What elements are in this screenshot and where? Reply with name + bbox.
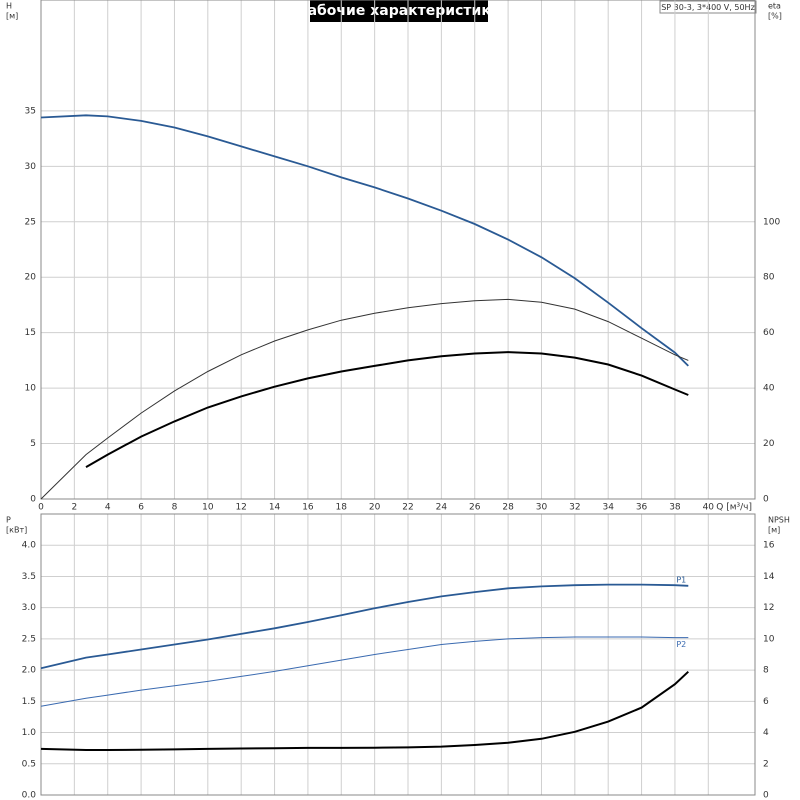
plot-frame <box>40 513 756 796</box>
y-tick-label: 3.0 <box>22 603 37 613</box>
plot-frame <box>40 0 756 500</box>
series-line <box>40 583 689 670</box>
y2-tick-label: 80 <box>763 273 775 283</box>
y2-axis-label: [м] <box>768 526 780 535</box>
y-tick-label: 2.5 <box>22 634 36 644</box>
title-box <box>310 0 488 22</box>
y2-tick-label: 12 <box>763 603 774 613</box>
x-tick-label: 30 <box>536 503 548 513</box>
y-tick-label: 2.0 <box>22 666 37 676</box>
y2-tick-label: 0 <box>763 791 769 800</box>
y-tick-label: 0.5 <box>22 759 36 769</box>
x-tick-label: 8 <box>172 503 178 513</box>
y2-tick-label: 40 <box>763 384 775 394</box>
y2-tick-label: 20 <box>763 439 775 449</box>
x-tick-label: 0 <box>38 503 44 513</box>
y-tick-label: 10 <box>25 384 37 394</box>
x-tick-label: 24 <box>436 503 448 513</box>
y2-tick-label: 6 <box>763 697 769 707</box>
x-tick-label: 34 <box>602 503 614 513</box>
y-tick-label: 4.0 <box>22 541 37 551</box>
x-tick-label: 36 <box>636 503 648 513</box>
series-label: P2 <box>676 640 686 649</box>
x-tick-label: 6 <box>138 503 144 513</box>
y2-tick-label: 100 <box>763 217 780 227</box>
y2-tick-label: 8 <box>763 666 769 676</box>
y2-tick-label: 60 <box>763 328 775 338</box>
y-tick-label: 3.5 <box>22 572 36 582</box>
x-tick-label: 28 <box>502 503 514 513</box>
y-axis-label: [м] <box>6 12 18 21</box>
y-axis-label: P <box>6 516 11 525</box>
x-tick-label: 20 <box>369 503 381 513</box>
y-axis-label: H <box>6 2 12 11</box>
x-tick-label: 12 <box>235 503 246 513</box>
x-tick-label: 26 <box>469 503 481 513</box>
series-line <box>40 670 689 751</box>
y-tick-label: 25 <box>25 217 36 227</box>
y2-tick-label: 4 <box>763 728 769 738</box>
x-tick-label: 4 <box>105 503 111 513</box>
y-tick-label: 20 <box>25 273 37 283</box>
x-tick-label: 16 <box>302 503 314 513</box>
y-axis-label: [кВт] <box>6 526 27 535</box>
x-axis-label: Q [м³/ч] <box>716 503 752 513</box>
series-line <box>40 636 689 707</box>
series-line <box>40 298 689 500</box>
y2-tick-label: 0 <box>763 495 769 505</box>
y-tick-label: 30 <box>25 162 37 172</box>
x-tick-label: 38 <box>669 503 681 513</box>
series-line <box>40 114 689 367</box>
y2-axis-label: eta <box>768 2 781 11</box>
y-tick-label: 35 <box>25 106 36 116</box>
y-tick-label: 0 <box>30 495 36 505</box>
series-label: P1 <box>676 575 686 584</box>
y2-axis-label: NPSH <box>768 516 790 525</box>
x-tick-label: 2 <box>71 503 77 513</box>
x-tick-label: 18 <box>336 503 348 513</box>
y2-tick-label: 2 <box>763 759 769 769</box>
x-tick-label: 22 <box>402 503 413 513</box>
y-tick-label: 5 <box>30 439 36 449</box>
y-tick-label: 15 <box>25 328 36 338</box>
y2-tick-label: 14 <box>763 572 775 582</box>
y2-axis-label: [%] <box>768 12 782 21</box>
y2-tick-label: 16 <box>763 541 775 551</box>
y-tick-label: 1.0 <box>22 728 37 738</box>
x-tick-label: 40 <box>703 503 715 513</box>
x-tick-label: 10 <box>202 503 214 513</box>
y-tick-label: 0.0 <box>22 791 37 800</box>
y-tick-label: 1.5 <box>22 697 36 707</box>
chart-title: Рабочие характеристики <box>297 3 500 19</box>
x-tick-label: 32 <box>569 503 580 513</box>
series-line <box>85 351 689 468</box>
y2-tick-label: 10 <box>763 634 775 644</box>
x-tick-label: 14 <box>269 503 281 513</box>
